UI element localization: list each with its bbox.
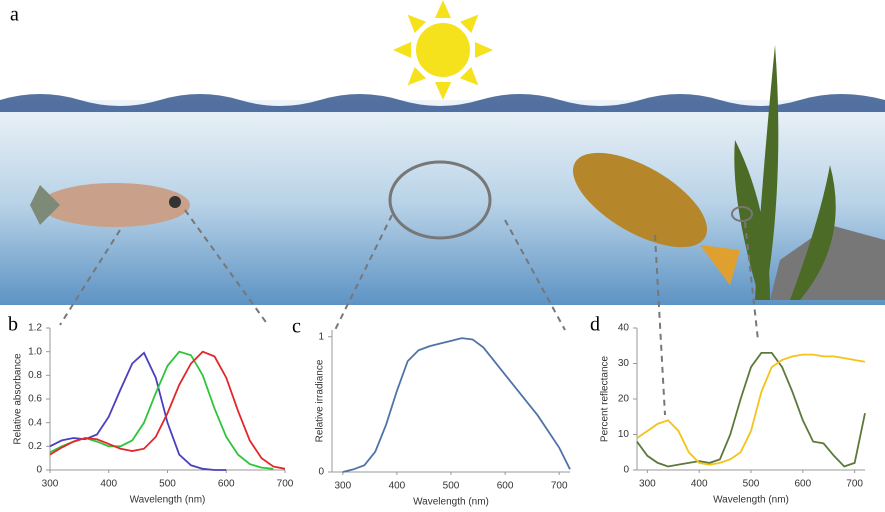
y-axis-label: Relative irradiance [315, 359, 326, 442]
x-tick-label: 300 [639, 479, 656, 490]
scene: a [0, 0, 885, 415]
figure: a b00.20.40.60.81.01.2300400500600700Wav… [0, 0, 885, 512]
y-tick-label: 1.0 [28, 346, 42, 357]
x-tick-label: 600 [497, 481, 514, 492]
x-tick-label: 300 [334, 481, 351, 492]
x-axis-label: Wavelength (nm) [130, 495, 206, 506]
y-tick-label: 1 [318, 331, 324, 342]
y-tick-label: 0.4 [28, 417, 42, 428]
x-tick-label: 500 [159, 479, 176, 490]
y-axis-label: Percent reflectance [600, 355, 611, 442]
x-tick-label: 400 [389, 481, 406, 492]
x-tick-label: 600 [794, 479, 811, 490]
y-axis-label: Relative absorbance [13, 353, 24, 445]
y-tick-label: 0.8 [28, 370, 42, 381]
y-tick-label: 1.2 [28, 323, 42, 334]
x-tick-label: 700 [846, 479, 863, 490]
y-tick-label: 0.2 [28, 441, 42, 452]
panel-label: b [8, 314, 18, 336]
series-line [637, 355, 865, 465]
x-axis-label: Wavelength (nm) [713, 495, 789, 506]
panel-label: d [590, 314, 600, 336]
y-tick-label: 30 [618, 358, 630, 369]
y-tick-label: 0 [36, 465, 42, 476]
x-tick-label: 400 [100, 479, 117, 490]
x-tick-label: 500 [743, 479, 760, 490]
x-tick-label: 600 [218, 479, 235, 490]
series-line [50, 352, 273, 469]
y-tick-label: 10 [618, 429, 630, 440]
y-tick-label: 0.6 [28, 394, 42, 405]
y-tick-label: 0 [318, 467, 324, 478]
panel-label: c [292, 316, 301, 338]
y-tick-label: 40 [618, 323, 630, 334]
series-line [343, 338, 570, 472]
x-tick-label: 400 [691, 479, 708, 490]
x-tick-label: 700 [551, 481, 568, 492]
panel-label: a [10, 4, 19, 26]
x-tick-label: 500 [443, 481, 460, 492]
y-tick-label: 0 [623, 465, 629, 476]
y-tick-label: 20 [618, 394, 630, 405]
x-tick-label: 700 [277, 479, 294, 490]
x-tick-label: 300 [42, 479, 59, 490]
x-axis-label: Wavelength (nm) [413, 497, 489, 508]
series-line [637, 353, 865, 467]
series-line [50, 352, 285, 469]
